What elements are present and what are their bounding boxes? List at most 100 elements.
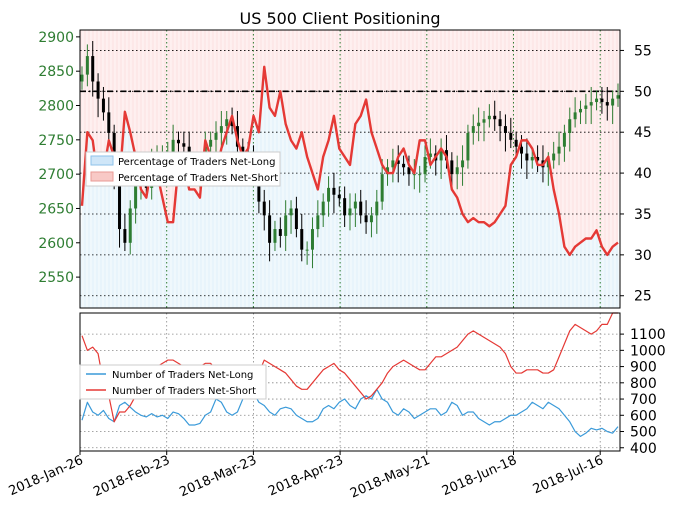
candle-body xyxy=(241,146,245,154)
candle-body xyxy=(219,126,223,133)
candle-body xyxy=(182,143,186,147)
candle-body xyxy=(605,102,609,106)
candle-body xyxy=(134,181,138,209)
candle-body xyxy=(107,112,111,133)
candle-body xyxy=(369,215,373,223)
legend-box xyxy=(79,364,267,400)
candle-body xyxy=(573,112,577,120)
count-tick-label: 700 xyxy=(630,392,657,408)
legend-label-long: Number of Traders Net-Long xyxy=(112,370,253,381)
candle-body xyxy=(423,156,427,175)
candle-body xyxy=(118,174,122,230)
x-tick-label: 2018-Feb-23 xyxy=(91,453,172,500)
legend-label-short: Percentage of Traders Net-Short xyxy=(118,173,278,184)
candle-body xyxy=(498,119,502,127)
candle-body xyxy=(428,153,432,157)
candle-body xyxy=(412,174,416,176)
candle-body xyxy=(310,229,314,250)
candle-body xyxy=(595,98,599,103)
candle-body xyxy=(364,215,368,223)
x-tick-label: 2018-May-21 xyxy=(348,453,432,502)
candle-body xyxy=(616,95,620,99)
candle-body xyxy=(407,167,411,175)
candle-body xyxy=(386,167,390,175)
count-tick-label: 800 xyxy=(630,376,657,392)
price-tick-label: 2900 xyxy=(38,30,74,46)
candle-body xyxy=(450,160,454,175)
price-tick-label: 2850 xyxy=(38,64,74,80)
candle-body xyxy=(509,132,513,140)
pct-tick-label: 35 xyxy=(634,207,652,223)
candle-body xyxy=(348,208,352,216)
price-tick-label: 2750 xyxy=(38,133,74,149)
candle-body xyxy=(584,105,588,109)
x-tick-label: 2018-Jul-16 xyxy=(531,453,606,497)
candle-body xyxy=(493,115,497,120)
pct-tick-label: 30 xyxy=(634,248,652,264)
price-tick-label: 2650 xyxy=(38,201,74,217)
candle-body xyxy=(514,139,518,147)
candle-body xyxy=(332,187,336,195)
legend-box xyxy=(85,151,281,187)
pct-tick-label: 40 xyxy=(634,166,652,182)
pct-tick-label: 50 xyxy=(634,84,652,100)
candle-body xyxy=(503,126,507,133)
candle-body xyxy=(487,115,491,120)
price-tick-label: 2600 xyxy=(38,236,74,252)
net-long-count-line xyxy=(81,388,619,437)
candle-body xyxy=(396,160,400,164)
legend-label-short: Number of Traders Net-Short xyxy=(112,386,256,397)
candle-body xyxy=(289,208,293,216)
candle-body xyxy=(611,98,615,106)
top-legend: Percentage of Traders Net-Long Percentage… xyxy=(85,151,281,187)
legend-swatch-long xyxy=(90,155,114,166)
net-long-pct-line xyxy=(80,65,619,257)
candle-body xyxy=(520,146,524,154)
candle-body xyxy=(85,56,89,75)
candle-body xyxy=(230,119,234,127)
x-axis: 2018-Jan-26 2018-Feb-23 2018-Mar-23 2018-Ap… xyxy=(7,451,606,501)
count-tick-label: 1000 xyxy=(630,343,666,359)
candle-body xyxy=(530,156,534,161)
candle-body xyxy=(589,102,593,106)
price-tick-label: 2800 xyxy=(38,99,74,115)
x-tick-label: 2018-Apr-23 xyxy=(266,453,346,499)
legend-swatch-short xyxy=(90,171,114,182)
x-tick-label: 2018-Jun-18 xyxy=(440,453,519,499)
candle-body xyxy=(80,74,84,82)
candle-body xyxy=(300,229,304,250)
x-tick-label: 2018-Mar-23 xyxy=(177,453,259,500)
candle-body xyxy=(262,201,266,216)
candle-body xyxy=(461,160,465,168)
candle-body xyxy=(284,215,288,236)
bottom-legend: Number of Traders Net-Long Number of Trad… xyxy=(79,364,267,400)
candle-body xyxy=(91,56,95,82)
candle-body xyxy=(557,146,561,154)
pct-tick-label: 25 xyxy=(634,289,652,305)
candle-body xyxy=(562,132,566,147)
count-tick-label: 400 xyxy=(630,441,657,457)
candle-body xyxy=(600,98,604,103)
candle-body xyxy=(273,229,277,243)
candle-body xyxy=(101,98,105,113)
price-tick-label: 2550 xyxy=(38,270,74,286)
candle-body xyxy=(321,201,325,216)
candle-body xyxy=(391,160,395,168)
candle-body xyxy=(305,249,309,251)
price-tick-label: 2700 xyxy=(38,167,74,183)
candle-body xyxy=(402,163,406,168)
candle-body xyxy=(466,132,470,161)
candle-body xyxy=(477,122,481,127)
top-panel-frame xyxy=(79,29,621,309)
candle-body xyxy=(471,126,475,133)
chart-title: US 500 Client Positioning xyxy=(239,9,440,28)
count-tick-label: 1100 xyxy=(630,327,666,343)
candle-body xyxy=(375,201,379,216)
candle-body xyxy=(455,167,459,175)
candle-body xyxy=(278,229,282,236)
candle-body xyxy=(552,153,556,161)
count-tick-label: 500 xyxy=(630,425,657,441)
